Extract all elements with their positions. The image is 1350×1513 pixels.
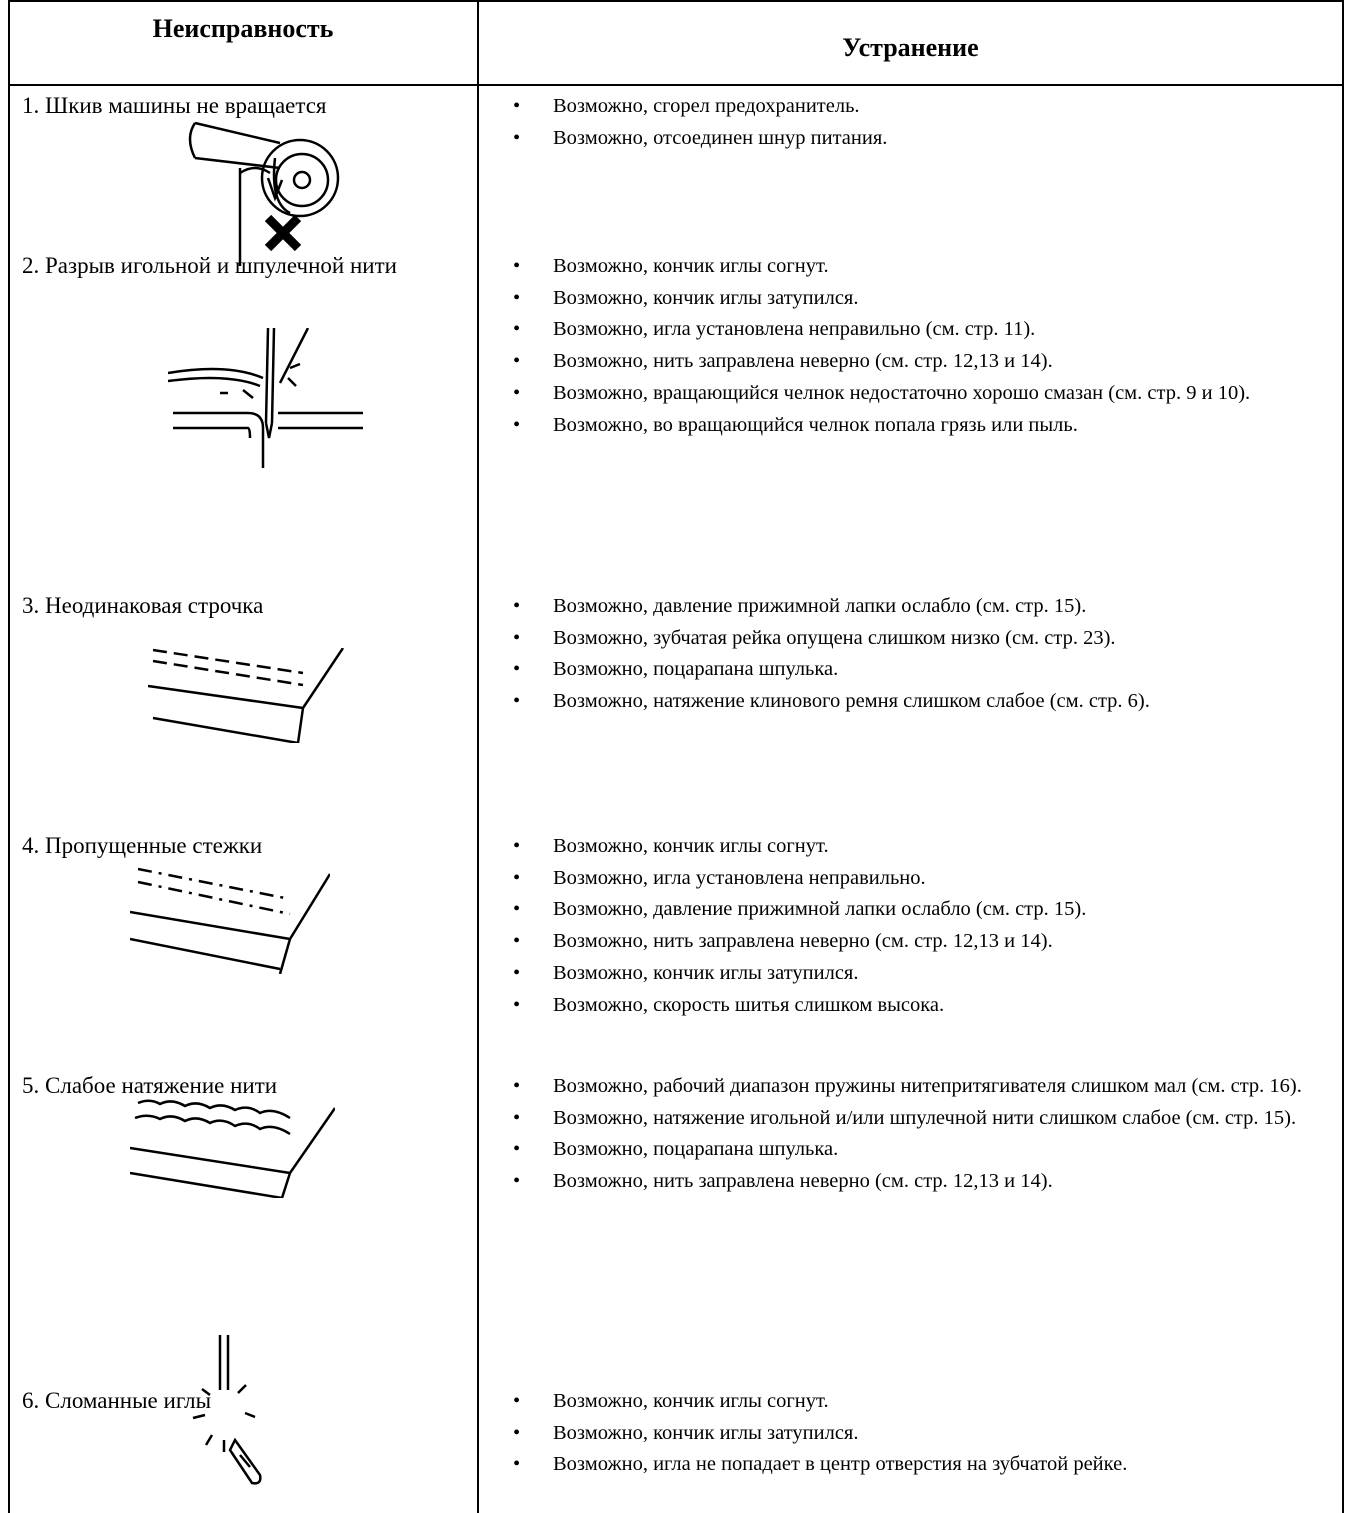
remedy-item: Возможно, натяжение игольной и/или шпуле…: [513, 1103, 1329, 1135]
remedy-item: Возможно, натяжение клинового ремня слиш…: [513, 686, 1329, 718]
remedy-list: Возможно, кончик иглы согнут.Возможно, и…: [513, 831, 1329, 1022]
border: [8, 84, 1344, 86]
problem-text: 1. Шкив машины не вращается: [22, 93, 327, 118]
illustration: [148, 648, 345, 743]
remedy-item: Возможно, скорость шитья слишком высока.: [513, 990, 1329, 1022]
problem-text: 4. Пропущенные стежки: [22, 833, 263, 858]
remedy-list: Возможно, давление прижимной лапки ослаб…: [513, 591, 1329, 718]
remedy-item: Возможно, вращающийся челнок недостаточн…: [513, 378, 1329, 410]
remedy-list: Возможно, сгорел предохранитель.Возможно…: [513, 91, 1329, 155]
remedy-list: Возможно, кончик иглы согнут.Возможно, к…: [513, 251, 1329, 442]
remedy-item: Возможно, поцарапана шпулька.: [513, 1134, 1329, 1166]
remedy-item: Возможно, игла установлена неправильно (…: [513, 314, 1329, 346]
border: [8, 0, 1344, 2]
remedy-list: Возможно, кончик иглы согнут.Возможно, к…: [513, 1386, 1329, 1481]
remedy-item: Возможно, нить заправлена неверно (см. с…: [513, 1166, 1329, 1198]
problem-text: 6. Сломанные иглы: [22, 1388, 212, 1413]
illustration: [192, 1335, 262, 1485]
remedy-item: Возможно, давление прижимной лапки ослаб…: [513, 591, 1329, 623]
remedy-item: Возможно, кончик иглы согнут.: [513, 251, 1329, 283]
remedy-item: Возможно, игла установлена неправильно.: [513, 863, 1329, 895]
remedy-item: Возможно, давление прижимной лапки ослаб…: [513, 894, 1329, 926]
header-cell: Неисправность: [152, 14, 334, 43]
illustration: [188, 121, 340, 266]
remedy-item: Возможно, кончик иглы согнут.: [513, 1386, 1329, 1418]
illustration: [130, 867, 330, 974]
problem-text: 3. Неодинаковая строчка: [22, 593, 264, 618]
problem-text: 2. Разрыв игольной и шпулечной нити: [22, 253, 397, 278]
border: [8, 0, 10, 1513]
remedy-item: Возможно, игла не попадает в центр отвер…: [513, 1449, 1329, 1481]
problem-text: 5. Слабое натяжение нити: [22, 1073, 278, 1098]
remedy-item: Возможно, во вращающийся челнок попала г…: [513, 410, 1329, 442]
remedy-item: Возможно, отсоединен шнур питания.: [513, 123, 1329, 155]
remedy-item: Возможно, кончик иглы затупился.: [513, 958, 1329, 990]
header-cell: Устранение: [842, 33, 979, 62]
remedy-item: Возможно, зубчатая рейка опущена слишком…: [513, 623, 1329, 655]
illustration: [130, 1099, 335, 1198]
illustration: [168, 328, 363, 468]
remedy-item: Возможно, рабочий диапазон пружины нитеп…: [513, 1071, 1329, 1103]
remedy-item: Возможно, кончик иглы затупился.: [513, 1418, 1329, 1450]
remedy-item: Возможно, кончик иглы затупился.: [513, 283, 1329, 315]
remedy-list: Возможно, рабочий диапазон пружины нитеп…: [513, 1071, 1329, 1198]
remedy-item: Возможно, поцарапана шпулька.: [513, 654, 1329, 686]
remedy-item: Возможно, нить заправлена неверно (см. с…: [513, 926, 1329, 958]
border: [477, 0, 479, 1513]
border: [1342, 0, 1344, 1513]
remedy-item: Возможно, кончик иглы согнут.: [513, 831, 1329, 863]
remedy-item: Возможно, сгорел предохранитель.: [513, 91, 1329, 123]
remedy-item: Возможно, нить заправлена неверно (см. с…: [513, 346, 1329, 378]
